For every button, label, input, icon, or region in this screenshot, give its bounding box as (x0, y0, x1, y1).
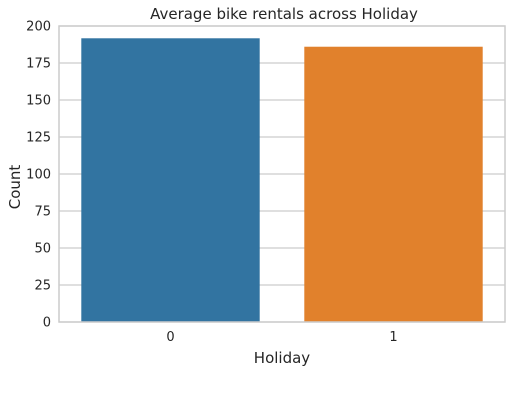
chart-title: Average bike rentals across Holiday (150, 5, 418, 23)
bar-0 (81, 38, 260, 323)
x-tick-label: 1 (389, 330, 397, 345)
y-tick-label: 175 (26, 57, 51, 72)
y-axis-label: Count (6, 165, 24, 210)
y-tick-label: 25 (34, 279, 51, 294)
plot-frame (58, 25, 506, 323)
y-tick-label: 100 (26, 168, 51, 183)
y-tick-label: 125 (26, 131, 51, 146)
y-tick-labels: 0 25 50 75 100 125 150 175 200 (26, 20, 51, 331)
y-tick-label: 200 (26, 20, 51, 35)
y-tick-label: 0 (43, 316, 51, 331)
y-tick-label: 150 (26, 94, 51, 109)
x-axis-label: Holiday (254, 349, 311, 367)
plot-border (58, 25, 506, 323)
y-tick-label: 50 (34, 242, 51, 257)
y-tick-label: 75 (34, 205, 51, 220)
bar-1 (304, 46, 483, 322)
x-tick-label: 0 (166, 330, 174, 345)
bars (81, 38, 483, 323)
